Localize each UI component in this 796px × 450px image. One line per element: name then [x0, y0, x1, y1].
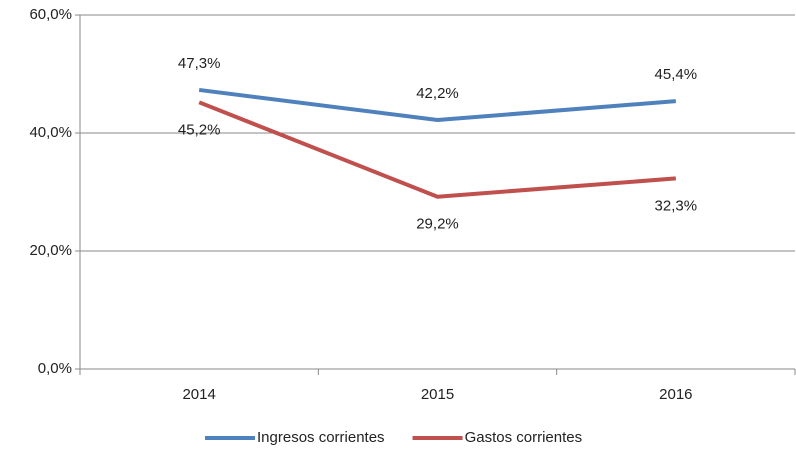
- y-tick-label: 40,0%: [29, 124, 72, 141]
- legend-label: Ingresos corrientes: [257, 429, 385, 446]
- series-line: [198, 87, 676, 123]
- x-tick-label: 2016: [659, 386, 692, 403]
- data-label: 42,2%: [416, 85, 459, 102]
- data-label: 45,2%: [178, 121, 221, 138]
- y-tick-label: 20,0%: [29, 242, 72, 259]
- data-label: 32,3%: [655, 197, 698, 214]
- legend-label: Gastos corrientes: [465, 429, 583, 446]
- x-tick-label: 2015: [421, 386, 454, 403]
- data-label: 45,4%: [655, 66, 698, 83]
- y-tick-label: 0,0%: [38, 360, 72, 377]
- data-label: 47,3%: [178, 55, 221, 72]
- data-label: 29,2%: [416, 216, 459, 233]
- series-line: [198, 100, 676, 199]
- x-tick-label: 2014: [182, 386, 215, 403]
- y-tick-label: 60,0%: [29, 6, 72, 23]
